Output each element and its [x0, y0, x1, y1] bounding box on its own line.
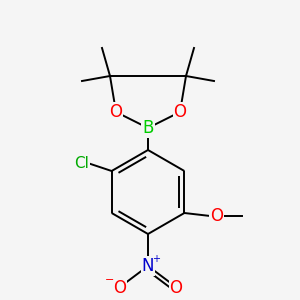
Text: O: O — [210, 207, 223, 225]
Text: N: N — [142, 257, 154, 275]
Text: O: O — [169, 279, 182, 297]
Text: O: O — [173, 103, 187, 121]
Text: +: + — [152, 254, 160, 264]
Text: −: − — [105, 275, 115, 285]
Text: O: O — [113, 279, 127, 297]
Text: O: O — [110, 103, 122, 121]
Text: B: B — [142, 119, 154, 137]
Text: Cl: Cl — [74, 155, 89, 170]
